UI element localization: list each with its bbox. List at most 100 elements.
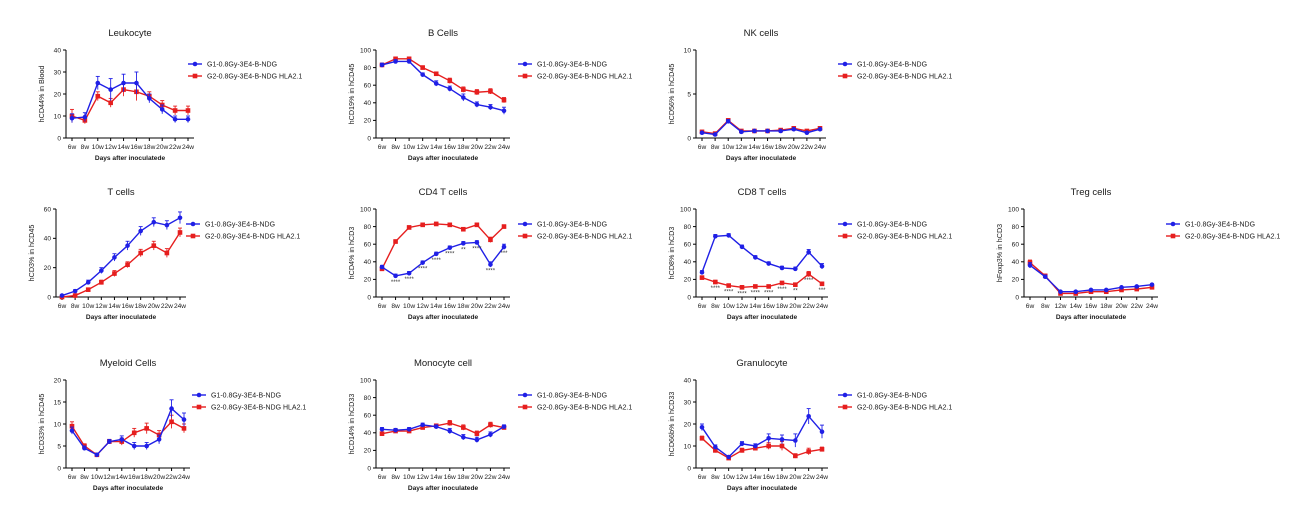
legend-marker-g2 — [842, 233, 848, 239]
x-tick-label: 22w — [484, 303, 496, 310]
data-point-g1 — [819, 429, 825, 435]
series-line-g1 — [701, 234, 823, 273]
data-point-g1 — [806, 414, 811, 419]
data-point-g1 — [164, 222, 170, 228]
legend-label-g2: G2-0.8Gy-3E4-B-NDG HLA2.1 — [207, 74, 302, 81]
x-tick-label: 18w — [776, 303, 788, 310]
chart-panel-2: NK cells 0 5 10 6w 8w 10w 12w 14w 16w 18w 20w 22w 24w… — [667, 28, 952, 162]
data-point-g1 — [95, 80, 101, 86]
series-line-g2 — [71, 88, 188, 122]
data-point-g1 — [1088, 287, 1094, 293]
data-point-g1 — [793, 266, 798, 272]
data-point-g2 — [406, 225, 412, 230]
y-tick-label: 40 — [364, 430, 372, 437]
y-tick-label: 10 — [684, 443, 692, 450]
y-tick-label: 10 — [684, 47, 692, 54]
data-point-g1 — [461, 434, 466, 440]
chart-panel-3: T cells 0 20 40 60 6w 8w 10w 12w 14w 16w 18w 20w 22w 2… — [27, 187, 300, 321]
legend-label-g2: G2-0.8Gy-3E4-B-NDG HLA2.1 — [537, 234, 632, 241]
data-point-g2 — [766, 284, 771, 289]
data-point-g2 — [474, 89, 480, 95]
x-tick-label: 12w — [1054, 303, 1066, 310]
y-tick-label: 60 — [684, 242, 692, 249]
data-point-g1 — [1027, 263, 1033, 268]
legend-marker-g1 — [522, 61, 528, 67]
x-tick-label: 8w — [80, 474, 89, 481]
legend-marker-g1 — [522, 392, 528, 398]
data-point-g1 — [151, 219, 157, 225]
data-point-g2 — [131, 430, 137, 436]
chart-title: Treg cells — [1071, 187, 1112, 198]
series-line-g2 — [381, 58, 505, 101]
data-point-g1 — [72, 288, 78, 294]
data-point-g2 — [433, 221, 439, 227]
data-point-g2 — [739, 448, 745, 453]
data-point-g1 — [147, 96, 152, 101]
data-point-g2 — [461, 87, 466, 92]
data-point-g1 — [817, 126, 823, 132]
legend-marker-g1 — [842, 392, 848, 398]
data-point-g1 — [778, 128, 783, 134]
y-tick-label: 100 — [360, 47, 371, 54]
data-point-g1 — [112, 255, 117, 260]
legend-label-g1: G1-0.8Gy-3E4-B-NDG — [537, 62, 607, 69]
data-point-g2 — [138, 250, 143, 256]
significance-mark: **** — [737, 291, 747, 297]
x-tick-label: 10w — [82, 303, 94, 310]
significance-mark: **** — [711, 286, 721, 292]
x-tick-label: 20w — [788, 144, 800, 151]
data-point-g2 — [144, 426, 149, 431]
legend-label-g1: G1-0.8Gy-3E4-B-NDG — [207, 62, 277, 69]
data-point-g2 — [177, 230, 183, 235]
y-axis-label: hCD33% in hCD45 — [37, 394, 46, 455]
x-axis-label: Days after inoculatede — [93, 485, 164, 492]
x-tick-label: 22w — [169, 144, 181, 151]
data-point-g2 — [474, 431, 480, 436]
legend-label-g2: G2-0.8Gy-3E4-B-NDG HLA2.1 — [205, 234, 300, 241]
data-point-g1 — [138, 228, 143, 234]
legend-label-g2: G2-0.8Gy-3E4-B-NDG HLA2.1 — [857, 234, 952, 241]
legend-label-g2: G2-0.8Gy-3E4-B-NDG HLA2.1 — [857, 405, 952, 412]
data-point-g2 — [488, 422, 493, 428]
significance-mark: **** — [724, 290, 734, 296]
x-axis-label: Days after inoculatede — [86, 314, 157, 321]
data-point-g2 — [1134, 286, 1140, 292]
y-tick-label: 100 — [680, 206, 691, 213]
series-line-g2 — [381, 223, 505, 270]
data-point-g1 — [134, 80, 139, 86]
x-tick-label: 6w — [378, 144, 387, 151]
series-line-g2 — [701, 273, 823, 289]
data-point-g2 — [379, 431, 385, 436]
x-tick-label: 24w — [498, 144, 510, 151]
data-point-g1 — [819, 263, 825, 269]
data-point-g1 — [1134, 284, 1140, 289]
data-point-g2 — [447, 78, 453, 84]
x-tick-label: 22w — [803, 474, 815, 481]
series-line-g1 — [701, 415, 823, 458]
data-point-g1 — [713, 233, 718, 239]
x-tick-label: 24w — [816, 474, 828, 481]
data-point-g1 — [739, 244, 745, 250]
data-point-g2 — [164, 250, 170, 256]
data-point-g1 — [461, 241, 466, 246]
legend-marker-g2 — [842, 404, 848, 410]
significance-mark: **** — [432, 258, 442, 264]
legend-marker-g1 — [522, 221, 528, 227]
data-point-g2 — [699, 436, 705, 441]
legend-label-g1: G1-0.8Gy-3E4-B-NDG — [857, 393, 927, 400]
x-tick-label: 18w — [457, 303, 469, 310]
data-point-g1 — [181, 417, 187, 422]
y-tick-label: 100 — [360, 377, 371, 384]
data-point-g2 — [95, 93, 101, 99]
data-point-g2 — [793, 282, 798, 287]
data-point-g1 — [169, 406, 174, 411]
data-point-g2 — [713, 448, 718, 453]
x-axis-label: Days after inoculatede — [408, 314, 479, 321]
x-tick-label: 12w — [417, 144, 429, 151]
y-tick-label: 15 — [54, 399, 62, 406]
data-point-g2 — [793, 453, 798, 459]
data-point-g2 — [72, 293, 78, 298]
x-tick-label: 24w — [174, 303, 186, 310]
legend-label-g1: G1-0.8Gy-3E4-B-NDG — [211, 393, 281, 400]
